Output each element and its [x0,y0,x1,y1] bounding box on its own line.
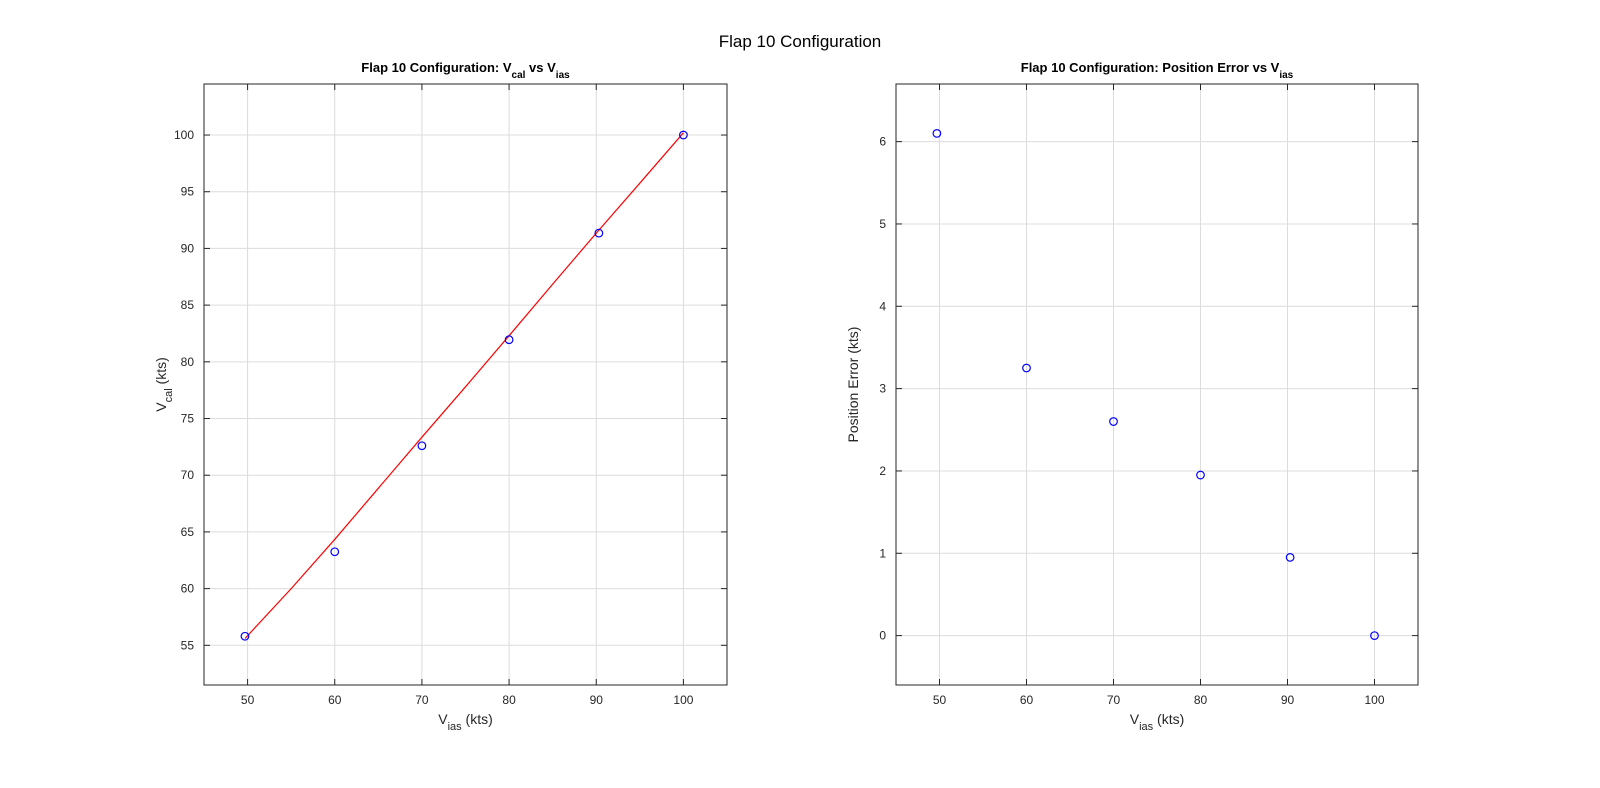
left-chart-xtick-label: 50 [241,693,255,707]
left-chart-ytick-label: 80 [181,355,195,369]
right-chart-xtick-label: 100 [1364,693,1384,707]
right-chart-ytick-label: 0 [879,629,886,643]
left-chart-ytick-label: 100 [174,128,194,142]
right-chart-ytick-label: 3 [879,382,886,396]
right-chart-ytick-label: 6 [879,135,886,149]
right-chart-ytick-label: 4 [879,299,886,313]
right-chart-data-point [932,128,942,138]
right-chart-xtick-label: 70 [1107,693,1121,707]
left-chart-grid [204,84,727,685]
left-chart-data-point [594,228,604,238]
left-chart-ylabel: Vcal (kts) [153,357,175,412]
left-chart-xtick-label: 90 [590,693,604,707]
left-chart-data-point [417,441,427,451]
left-chart-ytick-label: 65 [181,525,195,539]
figure-suptitle: Flap 10 Configuration [719,32,882,51]
left-chart-points [240,130,688,641]
left-chart-ytick-label: 70 [181,468,195,482]
left-chart-data-point [679,130,688,140]
left-chart-xtick-label: 80 [502,693,516,707]
left-chart-ytick-label: 55 [181,638,195,652]
left-chart-data-point [240,631,250,641]
left-chart-frame [203,83,728,686]
right-chart-xtick-label: 80 [1194,693,1208,707]
right-chart-ytick-label: 1 [879,546,886,560]
left-chart-ytick-label: 90 [181,241,195,255]
right-chart-ticks: 50 60 70 80 90 100 0 1 2 3 4 5 6 [879,84,1418,707]
right-chart-data-point [1370,631,1379,641]
left-chart-ticks: 50 60 70 80 90 100 55 60 65 70 75 80 85 90 95 100 [174,84,727,707]
left-chart-ytick-label: 60 [181,582,195,596]
right-chart-data-point [1285,552,1295,562]
left-chart-xtick-label: 60 [328,693,342,707]
right-chart-ytick-label: 2 [879,464,886,478]
right-chart-data-point [1022,363,1031,373]
right-chart-ylabel: Position Error (kts) [845,327,861,443]
right-chart-frame [895,83,1419,686]
right-chart-xtick-label: 60 [1020,693,1034,707]
right-chart-xtick-label: 50 [933,693,947,707]
left-chart-data-point [330,547,340,557]
left-chart-panel: 50 60 70 80 90 100 55 60 65 70 75 80 85 90 95 100 Flap … [153,60,728,733]
left-chart-ytick-label: 75 [181,412,195,426]
right-chart-grid [896,84,1418,685]
right-chart-data-point [1196,470,1205,480]
left-chart-title: Flap 10 Configuration: Vcal vs Vias [361,60,570,81]
right-chart-xtick-label: 90 [1281,693,1295,707]
left-chart-xtick-label: 100 [673,693,693,707]
left-chart-fit-line [244,132,684,639]
left-chart-ytick-label: 95 [181,185,195,199]
right-chart-title: Flap 10 Configuration: Position Error vs… [1021,60,1294,81]
right-chart-xlabel: Vias (kts) [1130,711,1185,733]
right-chart-data-point [1109,417,1118,426]
right-chart-panel: 50 60 70 80 90 100 0 1 2 3 4 5 6 Flap 10 Configurati… [845,60,1419,733]
left-chart-fit-line-group [244,132,684,639]
left-chart-ytick-label: 85 [181,298,195,312]
right-chart-ytick-label: 5 [879,217,886,231]
left-chart-data-point [504,335,514,345]
left-chart-xtick-label: 70 [415,693,429,707]
left-chart-xlabel: Vias (kts) [438,711,493,733]
right-chart-points [932,128,1379,641]
